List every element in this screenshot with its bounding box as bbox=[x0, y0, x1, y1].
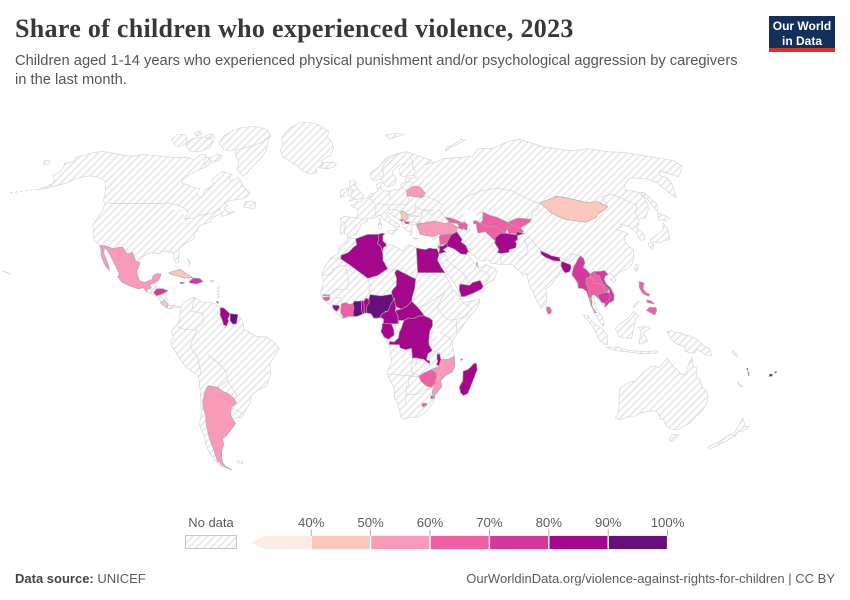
svg-text:50%: 50% bbox=[357, 515, 384, 530]
svg-text:40%: 40% bbox=[298, 515, 325, 530]
svg-text:100%: 100% bbox=[651, 515, 685, 530]
svg-text:90%: 90% bbox=[595, 515, 622, 530]
svg-text:No data: No data bbox=[188, 515, 234, 530]
svg-text:70%: 70% bbox=[476, 515, 503, 530]
svg-text:60%: 60% bbox=[417, 515, 444, 530]
svg-text:80%: 80% bbox=[536, 515, 563, 530]
